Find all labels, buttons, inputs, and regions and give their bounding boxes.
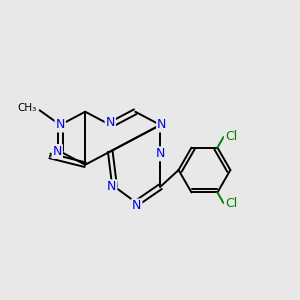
Text: N: N [156, 147, 165, 160]
Text: Cl: Cl [225, 130, 237, 143]
Text: N: N [106, 116, 115, 129]
Text: N: N [52, 145, 62, 158]
Text: N: N [56, 118, 65, 131]
Text: N: N [107, 180, 116, 193]
Text: N: N [157, 118, 167, 131]
Text: N: N [132, 200, 141, 212]
Text: Cl: Cl [225, 197, 237, 210]
Text: CH₃: CH₃ [17, 103, 37, 113]
